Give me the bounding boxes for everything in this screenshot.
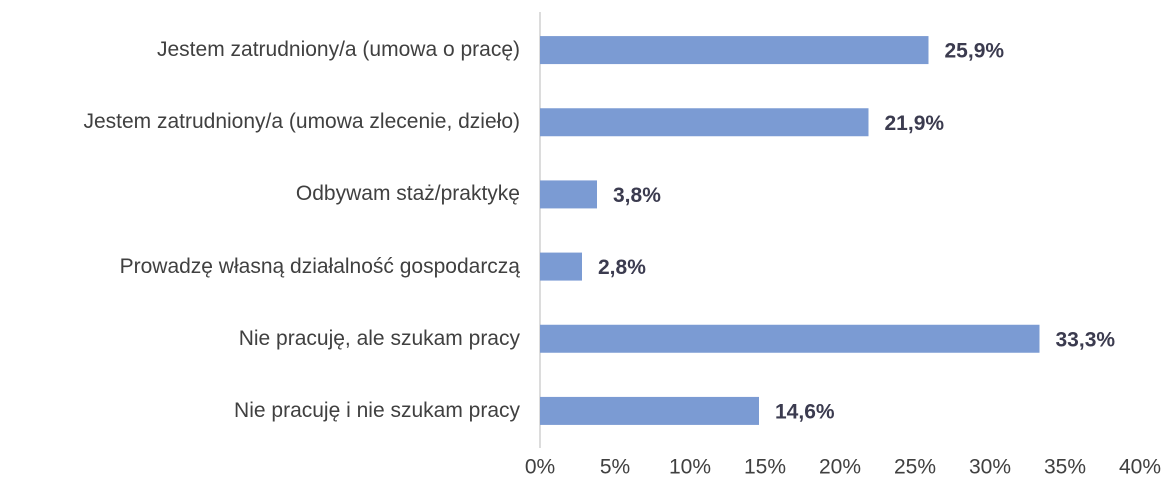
category-label: Jestem zatrudniony/a (umowa o pracę)	[157, 38, 520, 62]
x-tick-label: 15%	[744, 456, 786, 479]
x-tick-label: 10%	[669, 456, 711, 479]
value-label: 14,6%	[775, 400, 835, 423]
category-label: Jestem zatrudniony/a (umowa zlecenie, dz…	[83, 110, 520, 134]
x-tick-label: 5%	[600, 456, 630, 479]
category-label: Prowadzę własną działalność gospodarczą	[119, 254, 520, 278]
category-label: Nie pracuję, ale szukam pracy	[238, 326, 520, 350]
bar	[540, 252, 582, 281]
value-label: 25,9%	[945, 40, 1005, 63]
x-tick-label: 30%	[969, 456, 1011, 479]
value-label: 33,3%	[1056, 328, 1116, 351]
bar	[540, 108, 869, 137]
x-tick-label: 25%	[894, 456, 936, 479]
value-label: 3,8%	[613, 184, 661, 207]
bar	[540, 180, 597, 209]
category-label: Odbywam staż/praktykę	[295, 182, 520, 206]
value-label: 21,9%	[885, 112, 945, 135]
x-tick-label: 20%	[819, 456, 861, 479]
bar	[540, 36, 929, 65]
x-tick-label: 0%	[525, 456, 555, 479]
x-tick-label: 35%	[1044, 456, 1086, 479]
bar	[540, 396, 759, 425]
value-label: 2,8%	[598, 256, 646, 279]
category-label: Nie pracuję i nie szukam pracy	[234, 398, 520, 422]
bar	[540, 324, 1040, 353]
x-tick-label: 40%	[1119, 456, 1161, 479]
